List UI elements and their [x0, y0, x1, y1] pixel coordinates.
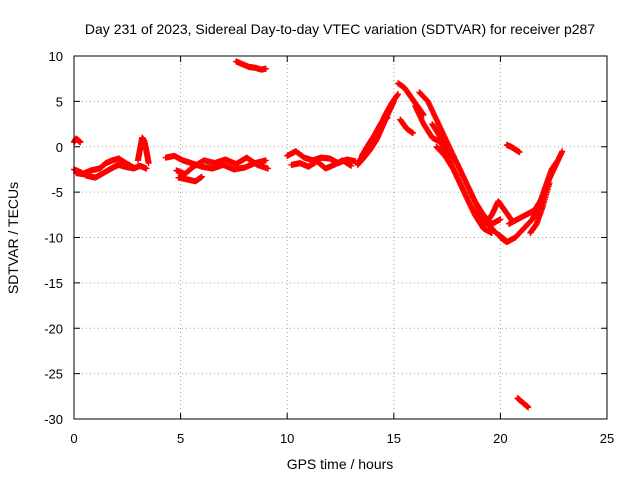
y-tick-label: -5	[51, 185, 63, 200]
y-tick-label: 5	[56, 94, 63, 109]
y-tick-label: -25	[44, 367, 63, 382]
y-tick-label: -15	[44, 276, 63, 291]
data-point	[262, 157, 269, 164]
y-tick-label: -20	[44, 321, 63, 336]
y-tick-label: 10	[49, 49, 63, 64]
data-points	[71, 58, 566, 411]
y-tick-label: -10	[44, 231, 63, 246]
data-point	[262, 65, 269, 72]
axis-ticks: 0 5 10 15 20 25 -30 -25 -20 -15 -10 -5 0 5 10	[44, 49, 614, 446]
data-point	[559, 148, 566, 155]
data-point	[265, 165, 272, 172]
chart-title: Day 231 of 2023, Sidereal Day-to-day VTE…	[85, 21, 595, 37]
data-point	[130, 164, 137, 171]
data-point	[348, 162, 355, 169]
data-point	[198, 173, 205, 180]
data-point	[390, 98, 397, 105]
grid	[74, 56, 607, 419]
data-point	[395, 91, 402, 98]
x-tick-label: 0	[70, 431, 77, 446]
data-point	[409, 130, 416, 137]
x-tick-label: 25	[600, 431, 614, 446]
data-point	[145, 160, 152, 167]
y-tick-label: 0	[56, 140, 63, 155]
data-point	[516, 149, 523, 156]
x-tick-label: 15	[387, 431, 401, 446]
y-axis-label: SDTVAR / TECUs	[5, 182, 21, 294]
data-point	[77, 139, 84, 146]
x-axis-label: GPS time / hours	[287, 456, 394, 472]
data-point	[488, 229, 495, 236]
x-tick-label: 20	[493, 431, 507, 446]
x-tick-label: 10	[280, 431, 294, 446]
data-point	[143, 165, 150, 172]
plot-frame	[73, 55, 608, 420]
y-tick-label: -30	[44, 412, 63, 427]
data-point	[384, 114, 391, 121]
data-point	[525, 404, 532, 411]
data-point	[497, 216, 504, 223]
data-point	[546, 180, 553, 187]
x-tick-label: 5	[177, 431, 184, 446]
